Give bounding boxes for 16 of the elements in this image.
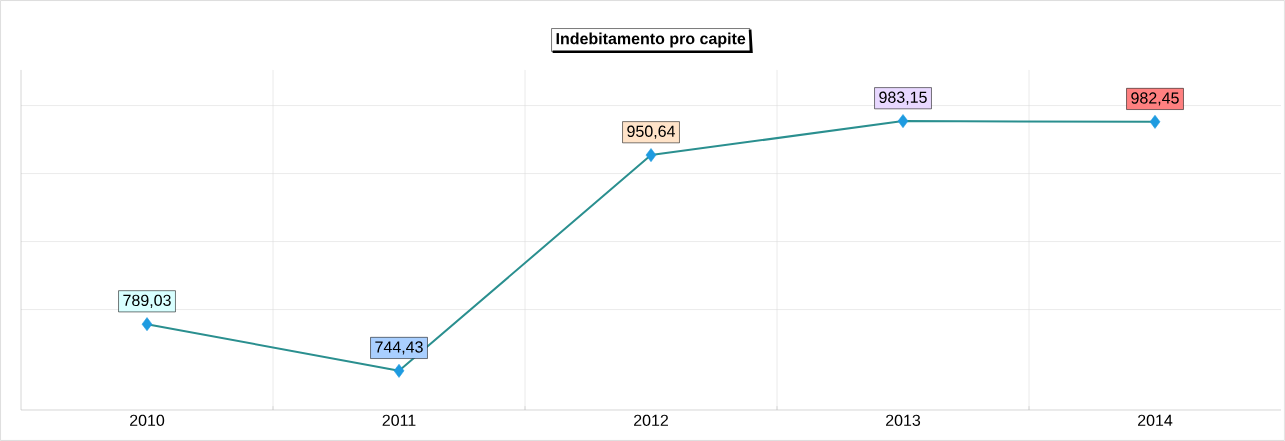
point (141, 317, 153, 332)
data-label: 983,15 (879, 91, 927, 105)
x-tick-label: 2010 (130, 414, 165, 427)
data-label: 982,45 (1131, 92, 1179, 106)
x-tick-label: 2011 (382, 414, 416, 427)
point (897, 114, 909, 129)
x-tick-label: 2014 (1138, 414, 1173, 427)
point (393, 363, 405, 378)
chart-title: Indebitamento pro capite (556, 32, 746, 48)
point (645, 148, 657, 163)
data-label: 744,43 (375, 341, 423, 355)
x-tick-label: 2013 (886, 414, 921, 427)
x-tick-label: 2012 (634, 414, 668, 427)
point (1149, 114, 1161, 129)
data-label: 789,03 (123, 294, 171, 308)
data-label: 950,64 (627, 125, 675, 139)
